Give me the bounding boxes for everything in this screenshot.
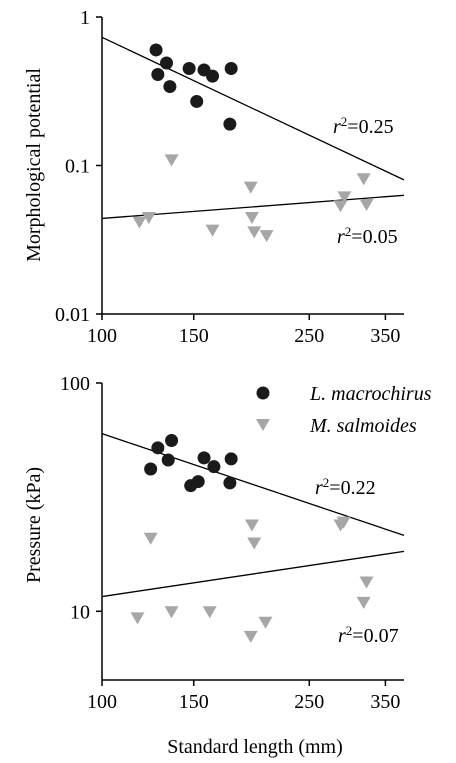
bottom-point-bass: [130, 612, 145, 625]
bottom-point-bluegill: [197, 451, 211, 465]
top-point-bass: [337, 191, 352, 204]
bottom-point-bluegill: [144, 462, 158, 476]
bottom-point-bluegill: [223, 476, 237, 490]
top-point-bluegill: [206, 69, 220, 83]
morphological-potential-plot: 100 150 250 350 0.01 0.1 1 Morphological poten…: [23, 7, 405, 347]
pressure-plot: 100 150 250 350 10 100 Pressure (kPa) L. macr…: [23, 373, 432, 713]
top-x-tick-label: 100: [87, 325, 117, 347]
bottom-point-bluegill: [151, 441, 165, 455]
legend-label-bluegill: L. macrochirus: [309, 383, 432, 405]
top-point-bluegill: [163, 80, 177, 94]
top-x-tick-label: 250: [294, 325, 324, 347]
top-point-bass: [141, 211, 156, 224]
bottom-point-bass: [359, 576, 374, 589]
bottom-point-bluegill: [207, 460, 221, 474]
top-x-tick-label: 350: [370, 325, 400, 347]
top-point-bass: [359, 199, 374, 212]
top-point-bass: [333, 200, 348, 213]
top-y-tick-label: 0.1: [65, 156, 90, 178]
top-r2-label-bass: r2=0.05: [337, 224, 398, 249]
bottom-y-tick-label: 10: [70, 601, 90, 623]
top-y-tick-label: 0.01: [55, 304, 90, 326]
bottom-x-tick-label: 100: [87, 691, 117, 713]
top-x-tick-label: 150: [179, 325, 209, 347]
top-point-bluegill: [160, 56, 174, 70]
x-axis-label: Standard length (mm): [167, 736, 343, 758]
top-point-bass: [243, 181, 258, 194]
top-point-bluegill: [223, 117, 237, 131]
top-point-bluegill: [149, 43, 163, 57]
bottom-x-tick-label: 350: [370, 691, 400, 713]
bottom-x-tick-label: 150: [179, 691, 209, 713]
bottom-point-bass: [164, 606, 179, 619]
top-point-bluegill: [151, 68, 165, 82]
bottom-point-bass: [336, 516, 351, 529]
top-point-bluegill: [190, 94, 204, 108]
bottom-point-bass: [143, 532, 158, 545]
bottom-point-bass: [244, 519, 259, 532]
top-point-bass: [132, 216, 147, 229]
legend-marker-bass: [256, 419, 270, 431]
top-point-bass: [259, 230, 274, 243]
legend-marker-bluegill: [256, 386, 270, 400]
top-r2-label-bluegill: r2=0.25: [333, 114, 394, 139]
bottom-point-bluegill: [191, 475, 205, 489]
top-point-bass: [205, 224, 220, 237]
top-point-bluegill: [182, 61, 196, 75]
top-point-bass: [164, 154, 179, 167]
bottom-point-bluegill: [161, 453, 175, 467]
bottom-point-bass: [356, 596, 371, 609]
top-point-bass: [244, 211, 259, 224]
bottom-y-tick-label: 100: [60, 373, 90, 395]
top-y-tick-label: 1: [80, 7, 90, 29]
top-point-bass: [356, 173, 371, 186]
bottom-x-tick-label: 250: [294, 691, 324, 713]
legend-label-bass: M. salmoides: [309, 415, 417, 437]
top-point-bass: [247, 226, 262, 239]
bottom-y-axis-label: Pressure (kPa): [23, 467, 45, 583]
top-y-axis-label: Morphological potential: [23, 68, 45, 262]
bottom-point-bluegill: [165, 433, 179, 447]
top-regression-line-bluegill: [101, 36, 405, 181]
bottom-point-bass: [258, 616, 273, 629]
bottom-point-bass: [243, 630, 258, 643]
legend: L. macrochirus M. salmoides: [256, 383, 432, 437]
bottom-r2-label-bass: r2=0.07: [338, 623, 399, 648]
bottom-point-bass: [202, 606, 217, 619]
bottom-r2-label-bluegill: r2=0.22: [315, 475, 376, 500]
top-point-bluegill: [224, 61, 238, 75]
bottom-regression-line-bass: [101, 550, 405, 598]
bottom-point-bluegill: [224, 452, 238, 466]
bottom-point-bass: [247, 537, 262, 550]
